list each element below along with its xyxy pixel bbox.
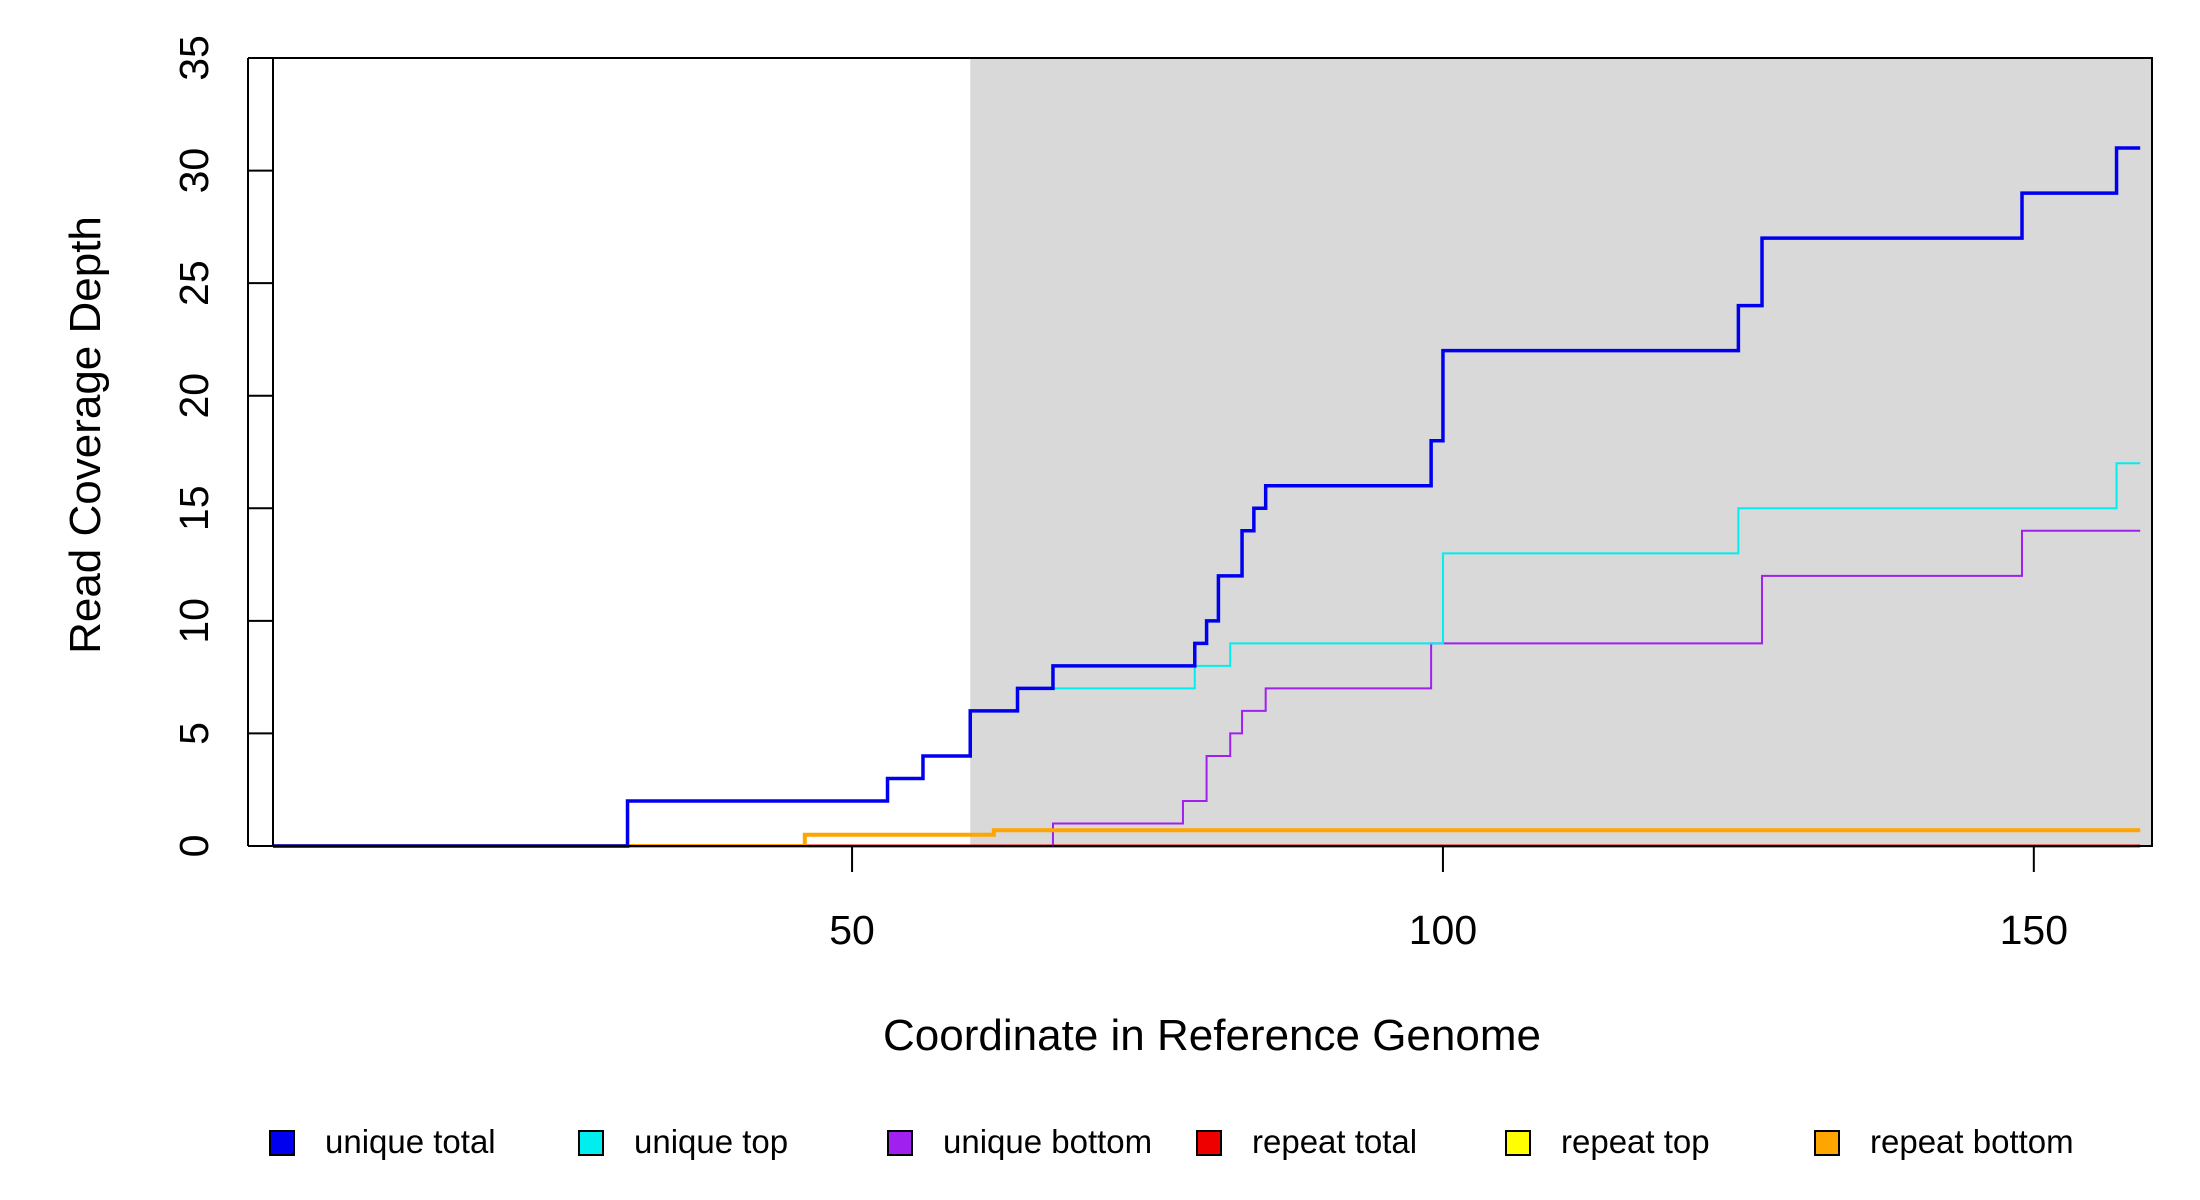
x-tick-label: 150: [2000, 907, 2068, 953]
legend-swatch: [887, 1130, 913, 1156]
y-tick-label: 25: [171, 260, 217, 306]
x-axis-title: Coordinate in Reference Genome: [883, 1011, 1541, 1060]
legend-label: repeat bottom: [1870, 1123, 2074, 1160]
y-tick-label: 10: [171, 598, 217, 644]
legend-label: unique top: [634, 1123, 788, 1160]
legend-label: repeat top: [1561, 1123, 1710, 1160]
y-tick-label: 35: [171, 35, 217, 81]
y-tick-label: 20: [171, 373, 217, 419]
legend-item-unique-top: unique top: [578, 1123, 788, 1160]
legend-swatch: [1814, 1130, 1840, 1156]
x-tick-label: 50: [829, 907, 875, 953]
legend-swatch: [1196, 1130, 1222, 1156]
y-tick-label: 0: [171, 835, 217, 858]
legend-swatch: [1505, 1130, 1531, 1156]
legend-item-repeat-bottom: repeat bottom: [1814, 1123, 2074, 1160]
plot-background: [970, 58, 2152, 846]
legend-item-repeat-top: repeat top: [1505, 1123, 1710, 1160]
legend-label: unique total: [325, 1123, 496, 1160]
legend-swatch: [578, 1130, 604, 1156]
legend-item-repeat-total: repeat total: [1196, 1123, 1417, 1160]
y-axis: 0 5 10 15 20 25 30 35: [171, 35, 273, 857]
series-line-unique-total: [273, 146, 2141, 848]
legend-swatch: [269, 1130, 295, 1156]
legend: unique total unique top unique bottom repea…: [269, 1123, 2074, 1160]
y-tick-label: 15: [171, 485, 217, 531]
y-tick-label: 30: [171, 148, 217, 194]
legend-item-unique-total: unique total: [269, 1123, 496, 1160]
legend-label: repeat total: [1252, 1123, 1417, 1160]
series-line-unique-bottom: [273, 529, 2141, 847]
x-axis: 50 100 150: [829, 845, 2068, 953]
y-axis-title: Read Coverage Depth: [61, 216, 110, 654]
y-tick-label: 5: [171, 722, 217, 745]
x-tick-label: 100: [1409, 907, 1477, 953]
shaded-region: [970, 58, 2152, 846]
legend-item-unique-bottom: unique bottom: [887, 1123, 1152, 1160]
legend-label: unique bottom: [943, 1123, 1152, 1160]
